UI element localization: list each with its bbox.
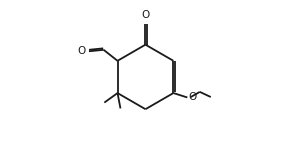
Text: O: O [141, 11, 149, 20]
Text: O: O [189, 92, 197, 102]
Text: O: O [77, 46, 86, 56]
